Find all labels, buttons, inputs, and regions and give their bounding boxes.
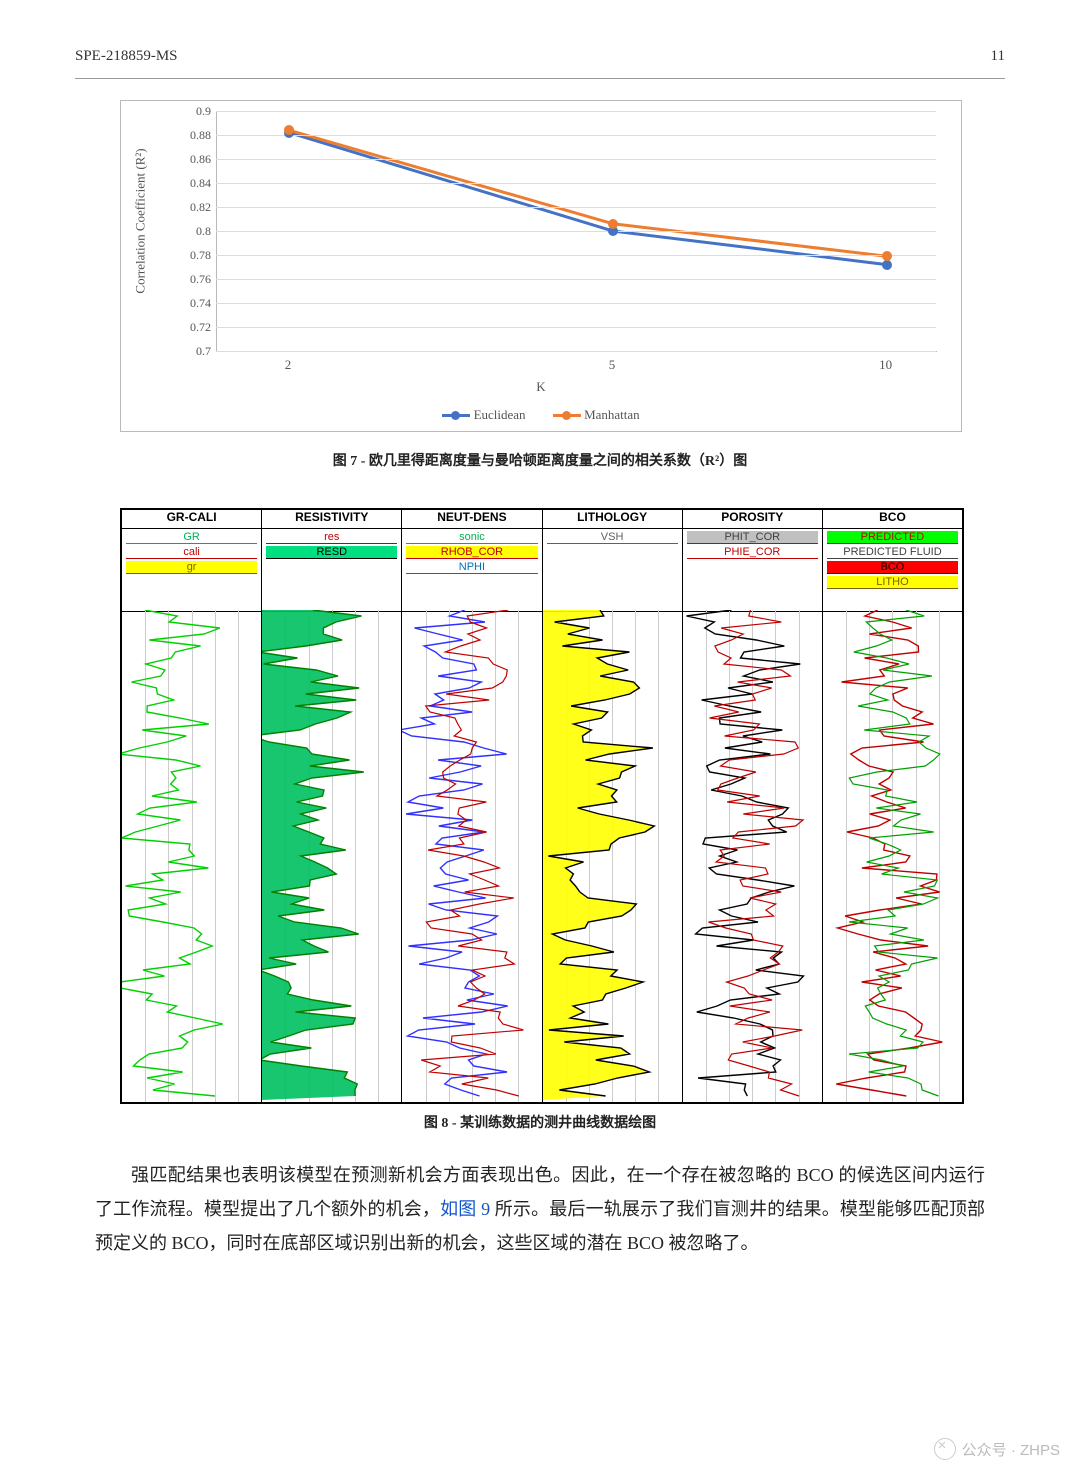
body-paragraph: 强匹配结果也表明该模型在预测新机会方面表现出色。因此，在一个存在被忽略的 BCO… <box>95 1158 985 1261</box>
wechat-icon <box>934 1438 956 1460</box>
header-rule <box>75 78 1005 79</box>
x-axis-label: K <box>536 379 545 395</box>
watermark: 公众号 · ZHPS <box>934 1438 1060 1460</box>
doc-id: SPE-218859-MS <box>75 48 178 65</box>
figure-7-chart: Correlation Coefficient (R²) K Euclidean… <box>120 100 962 432</box>
y-axis-label: Correlation Coefficient (R²) <box>129 101 153 341</box>
figure-8-caption: 图 8 - 某训练数据的测井曲线数据绘图 <box>75 1112 1005 1132</box>
figure-9-link[interactable]: 如图 9 <box>440 1199 490 1219</box>
figure-7-caption: 图 7 - 欧几里得距离度量与曼哈顿距离度量之间的相关系数（R²）图 <box>75 450 1005 470</box>
page-number: 11 <box>991 48 1005 65</box>
figure-8-log-panel: GR-CALIGRcaligrRESISTIVITYresRESDNEUT-DE… <box>120 508 964 1104</box>
chart-legend: Euclidean Manhattan <box>121 405 961 424</box>
